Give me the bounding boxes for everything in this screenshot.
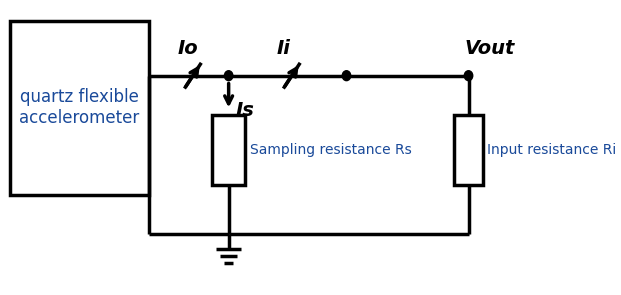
Text: quartz flexible
accelerometer: quartz flexible accelerometer <box>19 88 139 127</box>
Text: Input resistance Ri: Input resistance Ri <box>487 143 617 157</box>
Text: Is: Is <box>235 101 254 120</box>
Bar <box>454 115 483 185</box>
Circle shape <box>465 71 473 81</box>
Bar <box>212 115 245 185</box>
Circle shape <box>342 71 351 81</box>
Text: Io: Io <box>178 39 198 58</box>
Text: Sampling resistance Rs: Sampling resistance Rs <box>250 143 412 157</box>
Circle shape <box>224 71 233 81</box>
Bar <box>10 21 148 195</box>
Text: Vout: Vout <box>465 39 515 58</box>
Text: Ii: Ii <box>276 39 291 58</box>
